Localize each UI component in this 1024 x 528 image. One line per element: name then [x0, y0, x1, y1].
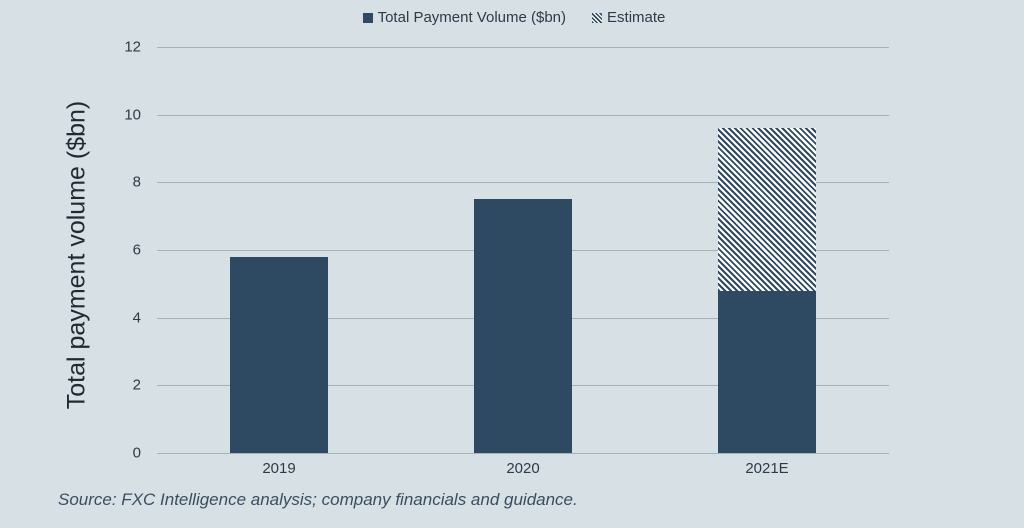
solid-square-icon — [362, 12, 373, 23]
x-tick-label: 2019 — [262, 460, 296, 477]
plot-area: 0 2 4 6 8 10 12 2019 2020 2021E — [124, 39, 889, 477]
legend-item-estimate: Estimate — [592, 9, 665, 26]
x-tick-label: 2020 — [506, 460, 540, 477]
y-tick-label: 8 — [132, 173, 141, 191]
x-tick-label: 2021E — [745, 460, 789, 477]
legend-label: Estimate — [607, 9, 666, 26]
bar-segment-actual — [718, 290, 816, 453]
bar-segment-estimate — [718, 128, 816, 291]
y-tick-label: 10 — [124, 106, 141, 124]
legend-item-total-payment-volume: Total Payment Volume ($bn) — [362, 9, 567, 26]
hatched-square-icon — [592, 12, 603, 23]
y-tick-label: 2 — [132, 376, 141, 394]
y-axis-label: Total payment volume ($bn) — [62, 100, 91, 410]
gridline — [157, 114, 889, 116]
gridline — [157, 47, 889, 48]
source-note: Source: FXC Intelligence analysis; compa… — [58, 490, 578, 509]
gridline — [157, 182, 889, 184]
y-tick-label: 6 — [132, 241, 141, 259]
gridline — [157, 453, 889, 454]
y-tick-label: 4 — [132, 309, 141, 327]
bar-2020 — [474, 199, 572, 453]
bar-segment-actual — [230, 256, 328, 453]
bar-2021e — [718, 128, 816, 453]
y-tick-label: 12 — [124, 38, 141, 56]
bar-2019 — [230, 256, 328, 453]
chart-legend: Total Payment Volume ($bn) Estimate — [0, 9, 1024, 26]
bar-segment-actual — [474, 199, 572, 453]
legend-label: Total Payment Volume ($bn) — [377, 9, 567, 26]
y-tick-label: 0 — [132, 444, 141, 462]
